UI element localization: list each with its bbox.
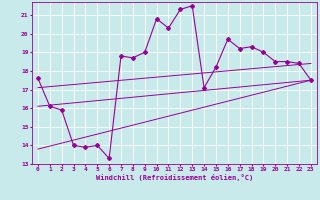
X-axis label: Windchill (Refroidissement éolien,°C): Windchill (Refroidissement éolien,°C): [96, 174, 253, 181]
